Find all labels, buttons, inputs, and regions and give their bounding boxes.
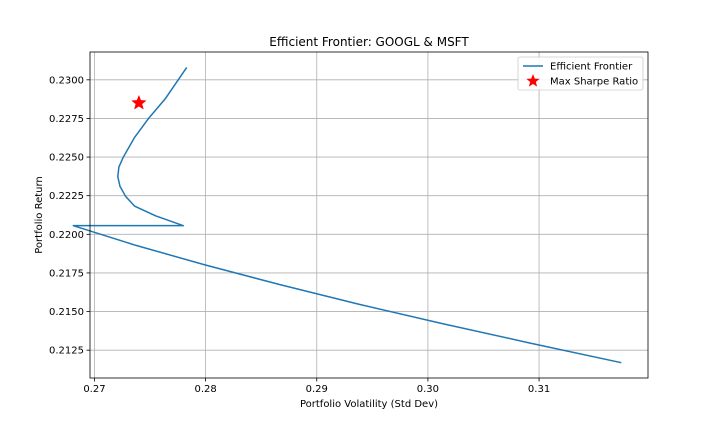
y-tick-label: 0.2275 xyxy=(49,114,84,125)
x-tick-label: 0.29 xyxy=(306,384,328,395)
efficient-frontier-line xyxy=(72,67,622,364)
ticks: 0.27 0.28 0.29 0.30 0.31 0.2125 0.2150 0.2175 0.… xyxy=(49,75,550,395)
x-tick-label: 0.28 xyxy=(194,384,216,395)
x-axis-title: Portfolio Volatility (Std Dev) xyxy=(300,399,438,410)
y-tick-label: 0.2175 xyxy=(49,268,84,279)
legend: Efficient Frontier Max Sharpe Ratio xyxy=(517,56,644,91)
legend-label: Efficient Frontier xyxy=(550,62,633,73)
max-sharpe-marker xyxy=(131,94,147,110)
legend-box xyxy=(517,56,644,91)
y-axis-title: Portfolio Return xyxy=(34,176,45,254)
y-tick-label: 0.2150 xyxy=(49,307,84,318)
grid xyxy=(90,52,648,378)
x-tick-label: 0.31 xyxy=(528,384,550,395)
legend-star-swatch xyxy=(526,74,540,87)
y-tick-label: 0.2200 xyxy=(49,230,84,241)
y-tick-label: 0.2125 xyxy=(49,346,84,357)
x-tick-label: 0.27 xyxy=(83,384,105,395)
x-tick-label: 0.30 xyxy=(417,384,439,395)
y-tick-label: 0.2300 xyxy=(49,75,84,86)
y-tick-label: 0.2225 xyxy=(49,191,84,202)
chart-title: Efficient Frontier: GOOGL & MSFT xyxy=(269,35,469,49)
axes-frame xyxy=(89,51,649,379)
y-tick-label: 0.2250 xyxy=(49,153,84,164)
legend-label: Max Sharpe Ratio xyxy=(550,77,638,88)
series-layer xyxy=(72,67,622,364)
